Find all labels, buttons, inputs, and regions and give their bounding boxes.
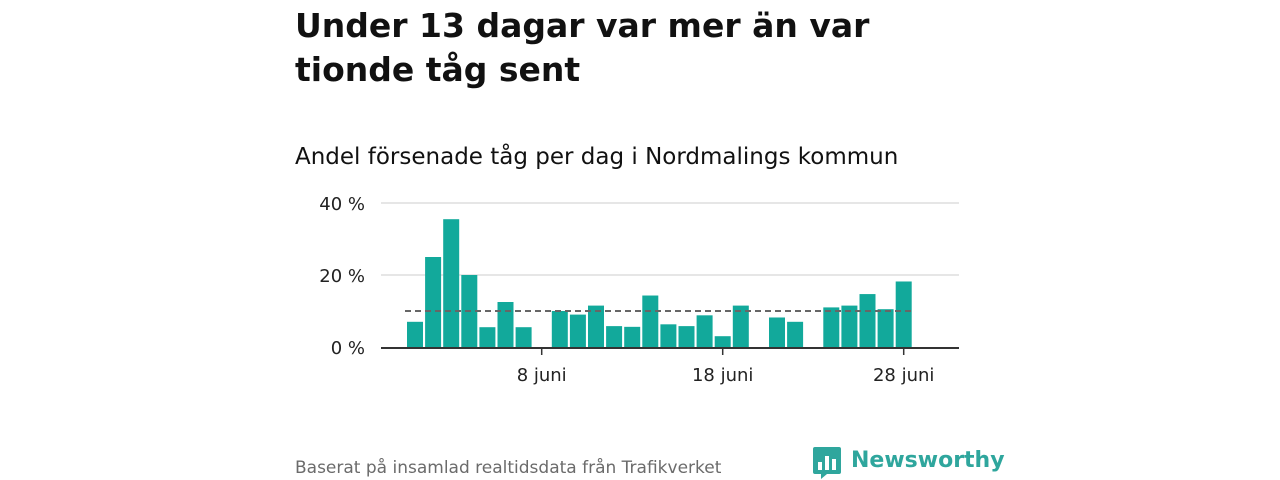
bar xyxy=(407,321,423,347)
page-title: Under 13 dagar var mer än var tionde tåg… xyxy=(295,6,870,89)
bar xyxy=(823,307,840,347)
bar xyxy=(569,314,586,347)
bar xyxy=(787,321,804,347)
bar xyxy=(696,315,713,347)
bars xyxy=(407,219,912,347)
bar xyxy=(624,326,641,347)
bar xyxy=(497,302,514,347)
axes: 0 % 20 % 40 % 8 juni 18 juni 28 juni xyxy=(319,194,959,386)
y-tick-label: 20 % xyxy=(319,266,365,287)
bar xyxy=(515,327,532,347)
bar xyxy=(425,257,442,347)
x-tick-label: 18 juni xyxy=(692,365,753,386)
bar xyxy=(606,326,623,347)
bar xyxy=(841,305,858,347)
bar-chart-speech-bubble-icon xyxy=(813,447,841,479)
brand-name: Newsworthy xyxy=(851,448,1005,473)
chart-subtitle: Andel försenade tåg per dag i Nordmaling… xyxy=(295,144,899,170)
bar xyxy=(859,294,876,347)
bar xyxy=(642,295,659,347)
bar xyxy=(769,317,785,347)
x-tick-label: 8 juni xyxy=(517,365,567,386)
bar xyxy=(479,327,496,347)
bar xyxy=(895,281,912,347)
bar xyxy=(714,336,731,347)
x-tick-label: 28 juni xyxy=(873,365,934,386)
source-note: Baserat på insamlad realtidsdata från Tr… xyxy=(295,458,722,478)
bar xyxy=(877,309,894,347)
y-tick-label: 40 % xyxy=(319,194,365,215)
bar xyxy=(660,324,677,347)
newsworthy-logo: Newsworthy xyxy=(813,446,1005,480)
bar xyxy=(678,326,695,347)
bar-chart: 0 % 20 % 40 % 8 juni 18 juni 28 juni xyxy=(319,194,959,386)
bar xyxy=(732,305,749,347)
bar xyxy=(551,311,568,347)
bar xyxy=(443,219,460,347)
y-tick-label: 0 % xyxy=(331,338,365,359)
chart-card: Under 13 dagar var mer än var tionde tåg… xyxy=(295,0,1005,480)
gridlines xyxy=(381,202,959,276)
bar xyxy=(588,305,604,347)
